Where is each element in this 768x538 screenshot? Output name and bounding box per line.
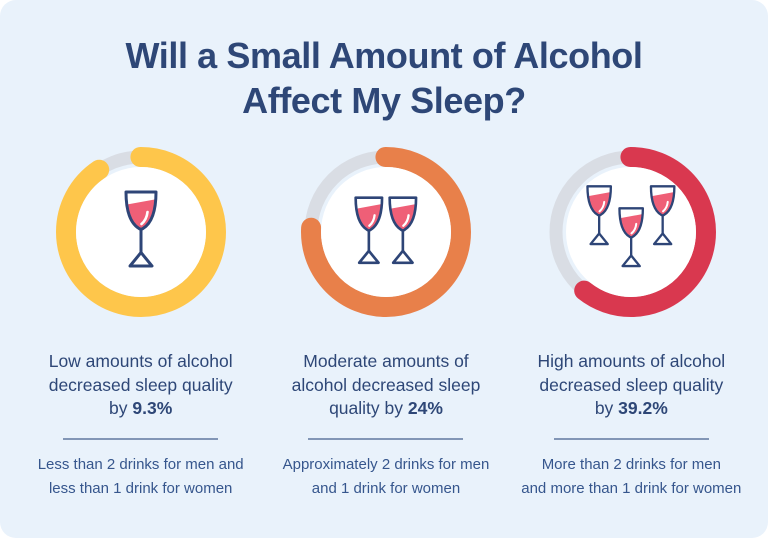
page-title: Will a Small Amount of Alcohol Affect My… [0, 0, 768, 123]
caption-line: High amounts of alcohol [537, 351, 726, 372]
caption-line: Low amounts of alcohol [48, 351, 233, 372]
caption-prefix: by [109, 398, 133, 419]
column-low-amounts: Low amounts of alcohol decreased sleep q… [18, 143, 263, 501]
stat-value: 24% [407, 398, 443, 419]
subtext-line: Approximately 2 drinks for men [282, 455, 490, 473]
subtext-line: More than 2 drinks for men [541, 455, 721, 473]
caption-line: quality by 24% [292, 397, 481, 420]
column-high-amounts: High amounts of alcohol decreased sleep … [509, 143, 754, 501]
page-title-line2: Affect My Sleep? [242, 79, 526, 121]
ring-progress-arc [546, 147, 717, 318]
subtext-line: Less than 2 drinks for men and [37, 455, 244, 473]
divider-line [63, 437, 219, 440]
subtext-line: and more than 1 drink for women [521, 479, 742, 497]
donut-chart-high [546, 147, 717, 318]
stat-subtext: Approximately 2 drinks for men and 1 dri… [283, 453, 490, 502]
divider-line [308, 437, 464, 440]
stat-value: 39.2% [618, 398, 668, 419]
stat-caption: Low amounts of alcohol decreased sleep q… [49, 350, 233, 420]
ring-progress-arc [300, 147, 471, 318]
stat-caption: High amounts of alcohol decreased sleep … [537, 350, 725, 420]
donut-chart-low [55, 147, 226, 318]
stat-value: 9.3% [132, 398, 173, 419]
subtext-line: and 1 drink for women [311, 479, 461, 497]
caption-line: decreased sleep quality [539, 374, 724, 395]
caption-line: alcohol decreased sleep [291, 374, 481, 395]
caption-prefix: by [594, 398, 619, 419]
page-title-line1: Will a Small Amount of Alcohol [125, 35, 643, 76]
ring-inner-circle [320, 167, 451, 298]
caption-line: Moderate amounts of [303, 351, 469, 372]
caption-prefix: quality by [329, 398, 408, 419]
caption-line: by 9.3% [49, 397, 233, 420]
ring-progress-arc [55, 147, 226, 318]
divider-line [553, 437, 709, 440]
donut-chart-moderate [300, 147, 471, 318]
caption-line: by 39.2% [537, 397, 725, 420]
stat-caption: Moderate amounts of alcohol decreased sl… [292, 350, 481, 420]
stat-subtext: More than 2 drinks for men and more than… [521, 453, 741, 502]
stats-row: Low amounts of alcohol decreased sleep q… [0, 123, 768, 501]
subtext-line: less than 1 drink for women [48, 479, 233, 497]
caption-line: decreased sleep quality [48, 374, 233, 395]
column-moderate-amounts: Moderate amounts of alcohol decreased sl… [263, 143, 508, 501]
stat-subtext: Less than 2 drinks for men and less than… [38, 453, 244, 502]
